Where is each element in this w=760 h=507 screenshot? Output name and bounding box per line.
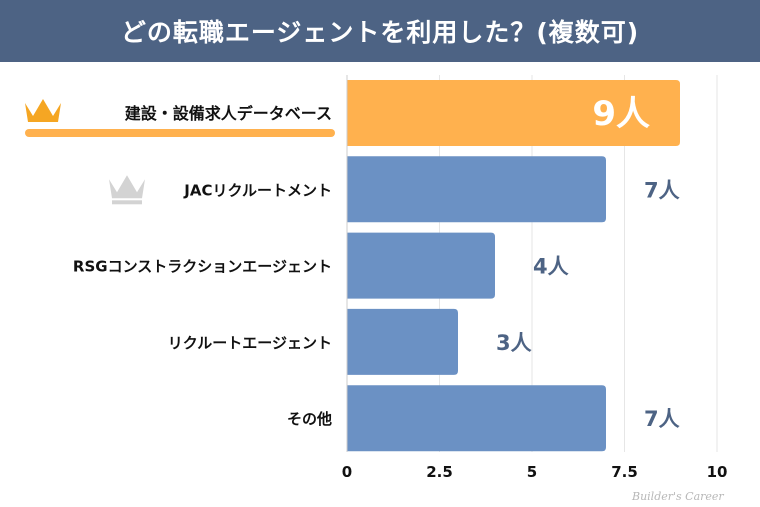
bar — [347, 232, 495, 299]
data-label: 9人 — [592, 94, 650, 134]
category-label: 建設・設備求人データベース — [125, 104, 332, 123]
category-label: RSGコンストラクションエージェント — [73, 258, 332, 276]
data-label: 7人 — [644, 178, 680, 202]
x-tick-label: 2.5 — [426, 463, 453, 481]
crown-gold-icon — [25, 99, 61, 122]
data-label: 4人 — [533, 255, 569, 279]
bar — [347, 308, 458, 375]
category-label: その他 — [287, 410, 332, 428]
category-label: リクルートエージェント — [168, 334, 332, 352]
x-tick-label: 5 — [527, 463, 537, 481]
data-label: 7人 — [644, 407, 680, 431]
bar — [347, 156, 606, 223]
bar — [347, 385, 606, 452]
data-label: 3人 — [496, 331, 532, 355]
x-tick-label: 10 — [707, 463, 728, 481]
x-tick-label: 0 — [342, 463, 352, 481]
crown-silver-icon — [109, 175, 145, 199]
crown-silver-icon-base — [112, 200, 142, 205]
chart-title: どの転職エージェントを利用した？(複数可) — [0, 0, 760, 62]
highlight-underline — [25, 129, 335, 137]
bar — [347, 80, 680, 146]
x-tick-label: 7.5 — [611, 463, 638, 481]
category-label: JACリクルートメント — [183, 181, 332, 199]
watermark: Builder's Career — [632, 490, 724, 503]
